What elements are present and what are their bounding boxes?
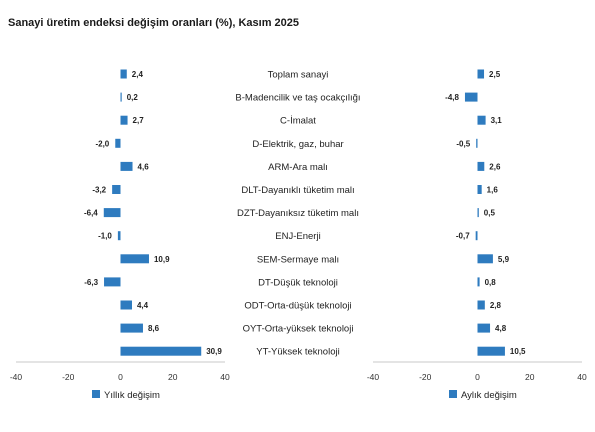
category-labels: Toplam sanayi B-Madencilik ve taş ocakçıl… xyxy=(235,70,360,358)
annual-bar xyxy=(115,138,121,148)
annual-x-tick-label: -20 xyxy=(62,372,75,382)
monthly-value-label: -4,8 xyxy=(445,93,459,102)
annual-bar xyxy=(120,254,149,264)
annual-x-tick-label: 40 xyxy=(220,372,230,382)
annual-value-label: 4,4 xyxy=(137,301,149,310)
monthly-bar xyxy=(475,231,478,241)
monthly-x-tick-label: -40 xyxy=(367,372,380,382)
panel-monthly: -40 -20 0 20 40 2,5 -4,8 3,1 -0,5 2,6 1,6 0,5 -0,7 5,… xyxy=(367,69,587,382)
monthly-value-label: 2,6 xyxy=(489,162,501,171)
category-label: Toplam sanayi xyxy=(268,70,329,81)
monthly-x-tick-label: 0 xyxy=(475,372,480,382)
category-label: DLT-Dayanıklı tüketim malı xyxy=(241,185,354,196)
annual-x-tick-label: 0 xyxy=(118,372,123,382)
annual-bar xyxy=(120,115,128,125)
monthly-bar xyxy=(477,115,486,125)
annual-x-tick-label: -40 xyxy=(10,372,23,382)
monthly-value-label: 0,5 xyxy=(484,209,496,218)
monthly-value-label: 3,1 xyxy=(491,116,503,125)
annual-value-label: -3,2 xyxy=(92,186,106,195)
monthly-bar xyxy=(477,208,479,218)
category-label: B-Madencilik ve taş ocakçılığı xyxy=(235,93,360,104)
monthly-x-tick-label: 40 xyxy=(577,372,587,382)
chart-title: Sanayi üretim endeksi değişim oranları (… xyxy=(8,17,300,29)
category-label: D-Elektrik, gaz, buhar xyxy=(252,139,343,150)
category-label: ENJ-Enerji xyxy=(275,231,320,242)
category-label: YT-Yüksek teknoloji xyxy=(256,347,339,358)
annual-value-label: 30,9 xyxy=(206,347,222,356)
annual-bar xyxy=(120,300,132,310)
annual-bar xyxy=(120,92,122,102)
monthly-bar xyxy=(477,69,485,79)
monthly-bar xyxy=(476,138,478,148)
monthly-bar xyxy=(477,254,493,264)
category-label: C-İmalat xyxy=(280,116,316,127)
category-label: ARM-Ara malı xyxy=(268,162,328,173)
monthly-value-label: 4,8 xyxy=(495,324,507,333)
monthly-bar xyxy=(477,277,480,287)
panel-annual: -40 -20 0 20 40 2,4 0,2 2,7 -2,0 4,6 -3,2 -6,4 -1,0 1… xyxy=(10,69,230,382)
annual-bar xyxy=(117,231,121,241)
annual-legend-label: Yıllık değişim xyxy=(104,390,160,401)
monthly-x-tick-label: 20 xyxy=(525,372,535,382)
annual-value-label: -6,4 xyxy=(84,209,98,218)
monthly-value-label: -0,5 xyxy=(456,139,470,148)
annual-bar xyxy=(120,346,202,356)
monthly-bar xyxy=(477,300,485,310)
category-label: SEM-Sermaye malı xyxy=(257,254,339,265)
category-label: OYT-Orta-yüksek teknoloji xyxy=(243,324,354,335)
monthly-bar xyxy=(477,323,491,333)
monthly-bar xyxy=(464,92,478,102)
annual-bar xyxy=(112,185,121,194)
annual-value-label: 8,6 xyxy=(148,324,160,333)
monthly-value-label: 2,8 xyxy=(490,301,502,310)
annual-value-label: -6,3 xyxy=(84,278,98,287)
annual-value-label: -1,0 xyxy=(98,232,112,241)
monthly-legend-swatch xyxy=(449,390,457,398)
monthly-legend-label: Aylık değişim xyxy=(461,390,517,401)
legend: Yıllık değişim Aylık değişim xyxy=(92,390,517,401)
monthly-value-label: 10,5 xyxy=(510,347,526,356)
annual-legend-swatch xyxy=(92,390,100,398)
category-label: ODT-Orta-düşük teknoloji xyxy=(244,301,351,312)
monthly-value-label: -0,7 xyxy=(456,232,470,241)
annual-x-tick-label: 20 xyxy=(168,372,178,382)
monthly-value-label: 1,6 xyxy=(487,186,499,195)
category-label: DZT-Dayanıksız tüketim malı xyxy=(237,208,359,219)
category-label: DT-Düşük teknoloji xyxy=(258,277,338,288)
annual-value-label: 10,9 xyxy=(154,255,170,264)
annual-value-label: -2,0 xyxy=(95,139,109,148)
annual-value-label: 2,4 xyxy=(132,70,144,79)
annual-bar xyxy=(104,277,121,287)
annual-value-label: 0,2 xyxy=(127,93,139,102)
annual-value-label: 4,6 xyxy=(138,162,150,171)
annual-bar xyxy=(120,161,133,171)
annual-value-label: 2,7 xyxy=(133,116,145,125)
monthly-bar xyxy=(477,346,505,356)
monthly-x-tick-label: -20 xyxy=(419,372,432,382)
monthly-value-label: 0,8 xyxy=(485,278,497,287)
annual-bar xyxy=(120,323,143,333)
annual-bar xyxy=(120,69,127,79)
monthly-value-label: 2,5 xyxy=(489,70,501,79)
monthly-value-label: 5,9 xyxy=(498,255,510,264)
monthly-bar xyxy=(477,161,485,171)
monthly-bar xyxy=(477,185,482,194)
annual-bar xyxy=(103,208,121,218)
